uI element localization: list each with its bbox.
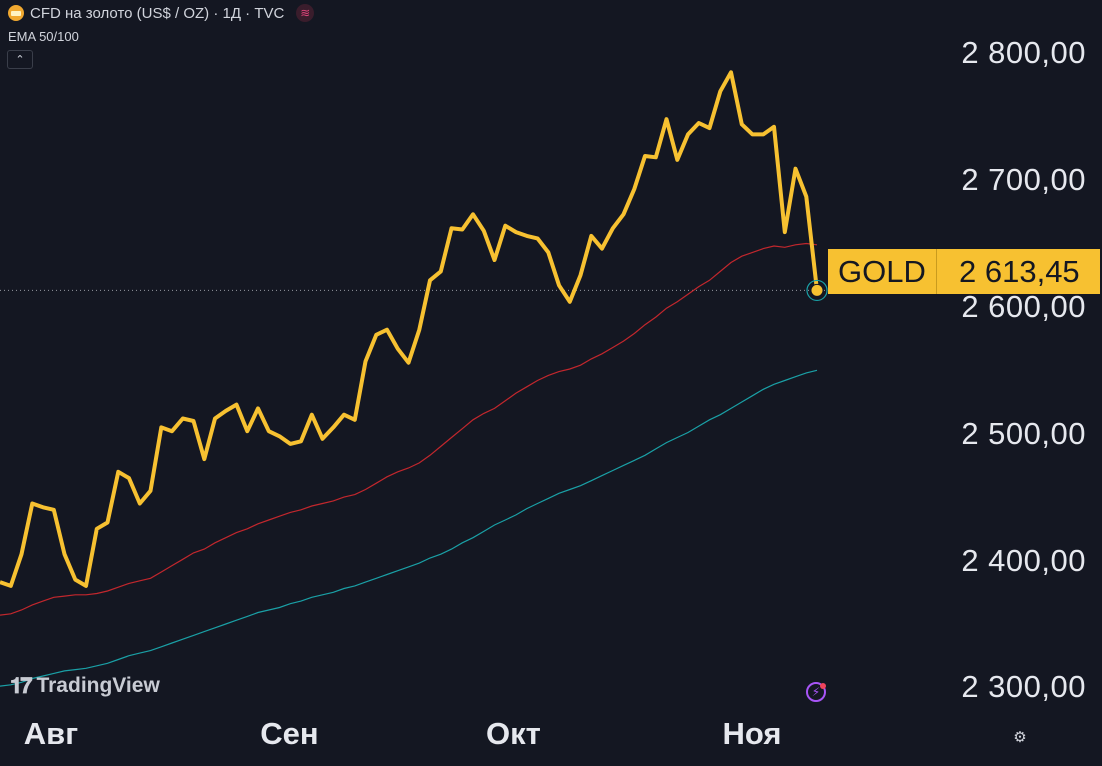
time-axis-label: Авг <box>23 716 79 751</box>
chevron-up-icon: ⌃ <box>15 54 25 66</box>
price-axis-label: 2 400,00 <box>961 542 1086 578</box>
chart-header: CFD на золото (US$ / OZ) · 1Д · TVC ≋ <box>8 4 315 22</box>
price-axis-label: 2 600,00 <box>961 288 1086 324</box>
lightning-icon[interactable]: ⚡ <box>806 682 826 702</box>
price-axis-label: 2 300,00 <box>961 669 1086 705</box>
price-axis-label: 2 700,00 <box>961 162 1086 198</box>
time-axis-label: Сен <box>260 716 319 751</box>
tradingview-mark-icon: 𝟏𝟕 <box>10 673 33 698</box>
time-axis-label: Ноя <box>722 716 782 751</box>
indicator-label[interactable]: EMA 50/100 <box>8 29 79 44</box>
collapse-legend-button[interactable]: ⌃ <box>7 50 33 69</box>
market-status-icon[interactable]: ≋ <box>296 4 315 22</box>
price-axis-label: 2 500,00 <box>961 415 1086 451</box>
current-price-tag: GOLD 2 613,45 <box>828 249 1100 294</box>
last-point-ring <box>806 279 828 302</box>
price-line <box>0 70 819 588</box>
notification-dot <box>820 683 826 689</box>
chart-title[interactable]: CFD на золото (US$ / OZ) · 1Д · TVC <box>30 4 285 22</box>
last-price-point[interactable] <box>810 283 824 297</box>
gold-symbol-icon <box>8 5 24 21</box>
tradingview-logo-text: TradingView <box>36 674 160 697</box>
price-tag-symbol: GOLD <box>828 249 937 294</box>
tradingview-logo[interactable]: 𝟏𝟕 TradingView <box>10 673 160 699</box>
ema50-line <box>0 242 818 616</box>
price-tag-value: 2 613,45 <box>959 253 1080 289</box>
settings-icon[interactable]: ⚙ <box>1013 729 1027 746</box>
price-axis-label: 2 800,00 <box>961 35 1086 71</box>
ema100-line <box>0 369 818 687</box>
time-axis-label: Окт <box>486 716 541 751</box>
